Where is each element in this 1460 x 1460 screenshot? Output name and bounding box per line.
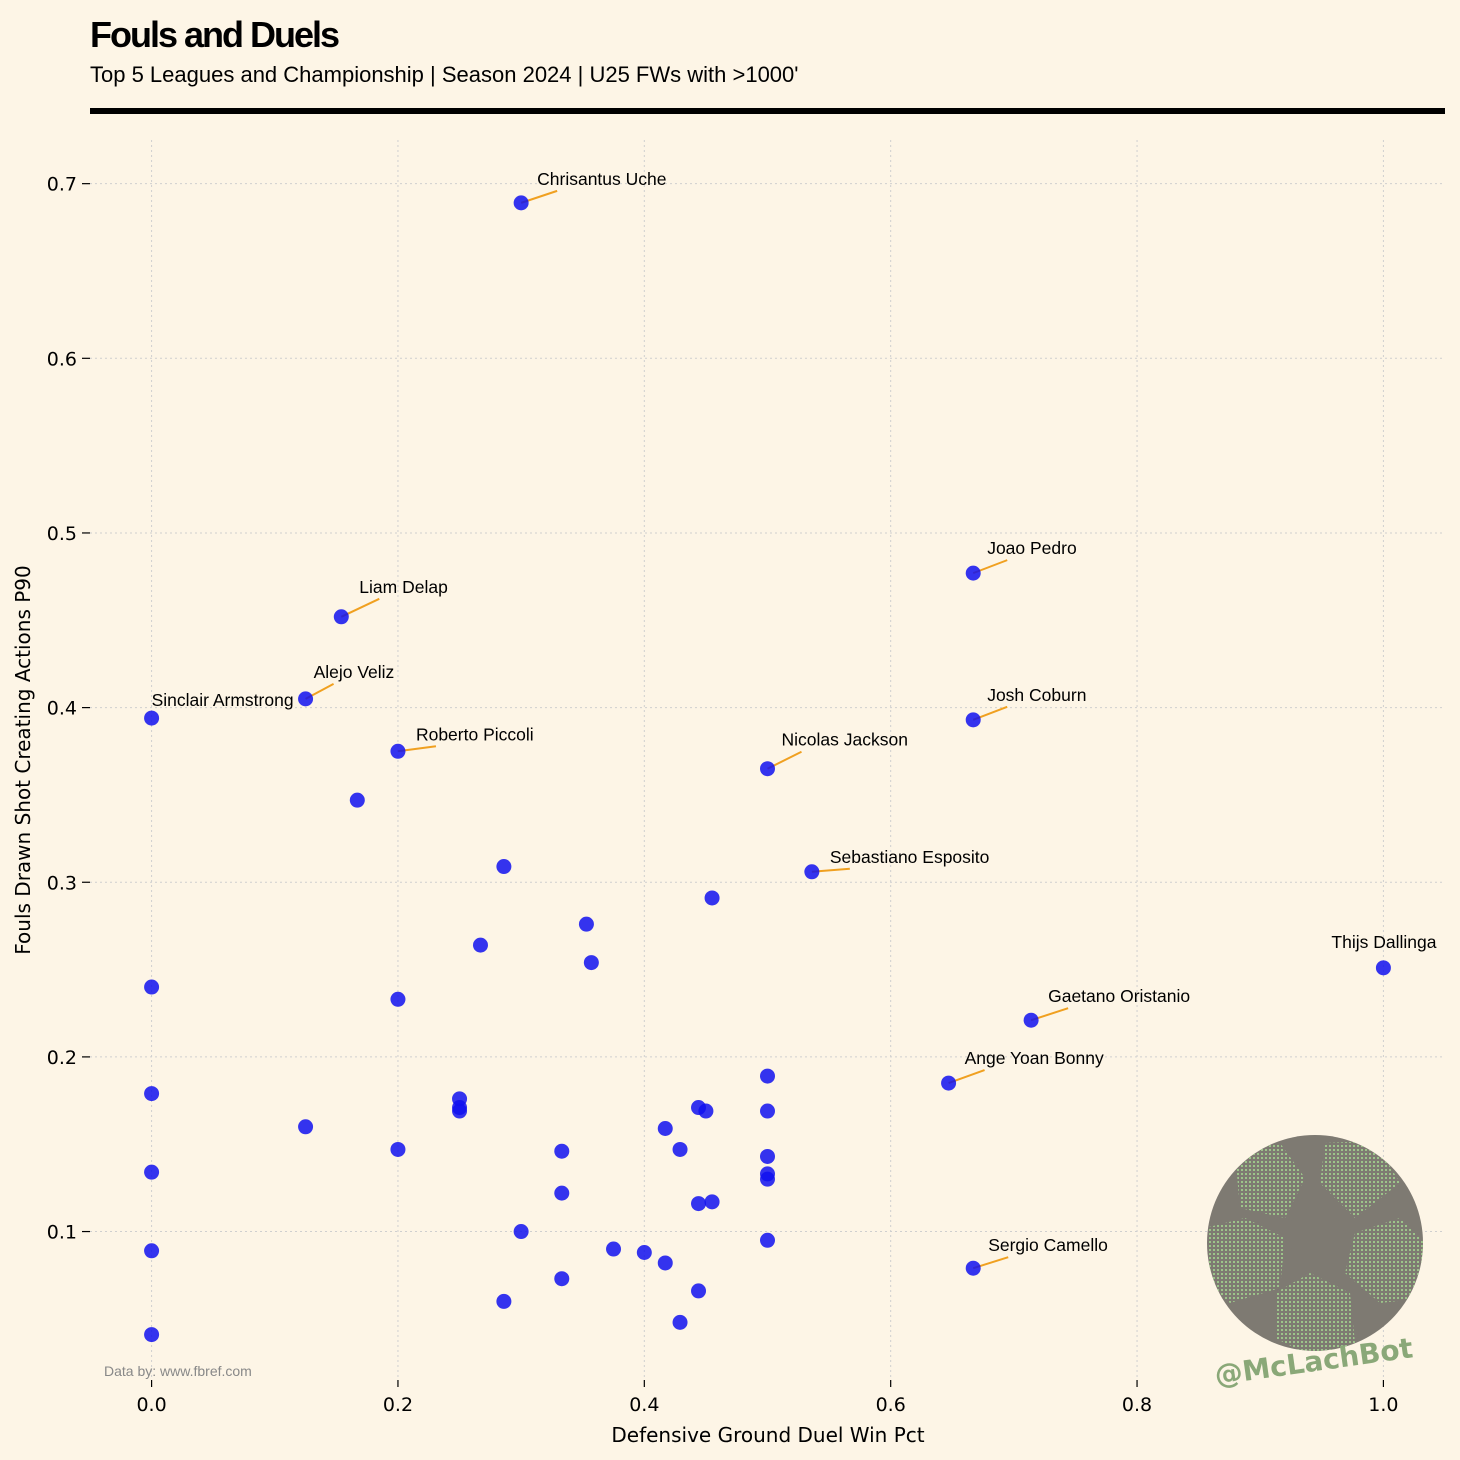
x-tick-label: 0.2	[383, 1394, 413, 1416]
data-point	[472, 937, 488, 953]
data-point	[760, 1103, 775, 1119]
data-point	[578, 916, 594, 932]
data-point	[554, 1185, 570, 1201]
data-point	[144, 979, 160, 995]
title-rule	[90, 108, 1445, 114]
data-point	[606, 1241, 622, 1257]
point-label: Sebastiano Esposito	[830, 847, 990, 867]
point-label: Sergio Camello	[988, 1235, 1108, 1255]
x-tick-label: 0.4	[629, 1394, 659, 1416]
labeled-data-point	[1375, 960, 1391, 976]
labeled-data-point	[144, 710, 160, 726]
chart-subtitle: Top 5 Leagues and Championship | Season …	[90, 62, 799, 87]
data-point	[583, 955, 599, 971]
labeled-data-point	[1023, 1012, 1039, 1028]
data-point	[760, 1171, 775, 1187]
y-tick-label: 0.2	[47, 1047, 77, 1069]
x-tick-label: 0.8	[1122, 1394, 1152, 1416]
data-point	[390, 991, 406, 1007]
labeled-data-point	[333, 609, 349, 625]
x-tick-label: 0.6	[876, 1394, 906, 1416]
data-point	[657, 1255, 673, 1271]
data-point	[691, 1196, 707, 1212]
labeled-data-point	[513, 195, 529, 211]
point-label: Ange Yoan Bonny	[965, 1048, 1104, 1068]
axes: 0.0 0.2 0.4 0.6 0.8 1.0 0.1 0.2 0.3 0.4 0.5 0.6 0.7	[47, 174, 1399, 1416]
data-point	[760, 1232, 775, 1248]
y-tick-label: 0.7	[47, 174, 77, 196]
data-point	[513, 1224, 529, 1240]
point-label: Thijs Dallinga	[1331, 932, 1436, 952]
data-point	[657, 1121, 673, 1137]
x-axis-label: Defensive Ground Duel Win Pct	[611, 1423, 924, 1447]
labeled-data-point	[760, 761, 775, 777]
y-axis-label: Fouls Drawn Shot Creating Actions P90	[11, 565, 35, 954]
data-point	[691, 1283, 707, 1299]
data-point	[349, 792, 365, 808]
point-label: Sinclair Armstrong	[152, 690, 294, 710]
y-tick-label: 0.1	[47, 1222, 77, 1244]
data-point	[672, 1314, 688, 1330]
point-labels: Chrisantus Uche Joao Pedro Liam Delap Alejo…	[152, 169, 1437, 1255]
point-label: Alejo Veliz	[314, 662, 395, 682]
data-point	[496, 1293, 512, 1309]
data-points	[144, 195, 1391, 1343]
data-point	[144, 1086, 160, 1102]
point-label: Joao Pedro	[987, 538, 1077, 558]
point-label: Chrisantus Uche	[537, 169, 666, 189]
y-tick-label: 0.4	[47, 698, 77, 720]
data-point	[554, 1143, 570, 1159]
y-tick-label: 0.5	[47, 523, 77, 545]
y-tick-label: 0.3	[47, 872, 77, 894]
labeled-data-point	[965, 1260, 981, 1276]
data-point	[636, 1245, 652, 1261]
labeled-data-point	[804, 864, 820, 880]
data-point	[298, 1119, 314, 1135]
data-point	[760, 1068, 775, 1084]
y-tick-label: 0.6	[47, 348, 77, 370]
x-tick-label: 1.0	[1368, 1394, 1398, 1416]
data-point	[704, 890, 720, 906]
data-point	[672, 1141, 688, 1157]
labeled-data-point	[298, 691, 314, 707]
x-tick-label: 0.0	[136, 1394, 166, 1416]
data-point	[144, 1164, 160, 1180]
chart-title: Fouls and Duels	[90, 14, 340, 55]
labeled-data-point	[941, 1075, 957, 1091]
data-credit: Data by: www.fbref.com	[104, 1363, 252, 1379]
data-point	[554, 1271, 570, 1287]
mclachbot-logo: @McLachBot	[1207, 1135, 1423, 1392]
data-point	[760, 1148, 775, 1164]
labeled-data-point	[965, 712, 981, 728]
point-label: Roberto Piccoli	[416, 724, 534, 744]
data-point	[144, 1243, 160, 1259]
data-point	[698, 1103, 714, 1119]
point-label: Nicolas Jackson	[782, 730, 908, 750]
data-point	[390, 1141, 406, 1157]
data-point	[496, 859, 512, 875]
data-point	[704, 1194, 720, 1210]
labeled-data-point	[390, 743, 406, 759]
data-point	[452, 1103, 468, 1119]
labeled-data-point	[965, 565, 981, 581]
point-label: Gaetano Oristanio	[1048, 986, 1190, 1006]
grid-lines	[90, 140, 1445, 1380]
point-label: Josh Coburn	[987, 685, 1086, 705]
point-label: Liam Delap	[359, 577, 448, 597]
data-point	[144, 1327, 160, 1343]
